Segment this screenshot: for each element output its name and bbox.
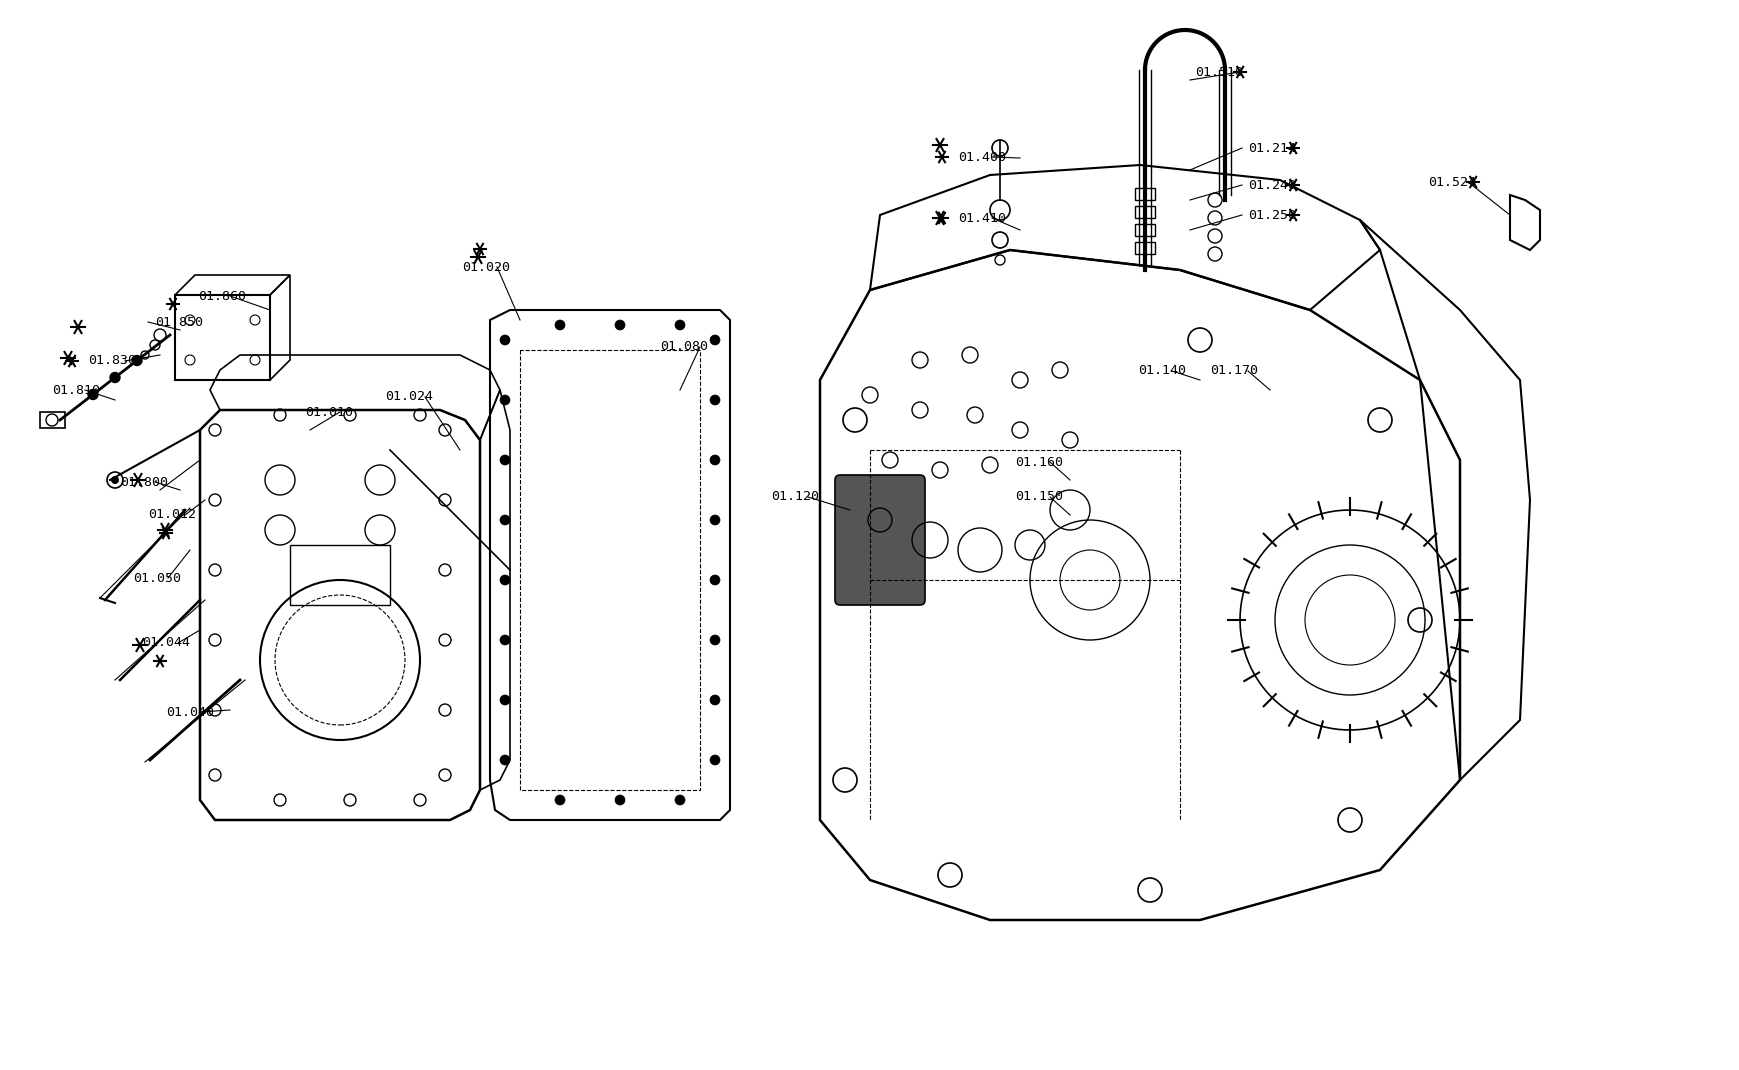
Text: 01.024: 01.024 [384, 391, 433, 403]
Text: 01.140: 01.140 [1137, 365, 1186, 378]
Circle shape [499, 455, 510, 465]
Text: 01.400: 01.400 [958, 151, 1005, 164]
Bar [1134, 188, 1155, 200]
Circle shape [110, 372, 120, 382]
Text: 01.020: 01.020 [463, 260, 510, 274]
Text: 01.012: 01.012 [148, 508, 197, 521]
Text: 01.010: 01.010 [304, 406, 353, 418]
Text: 01.150: 01.150 [1014, 490, 1063, 504]
Text: 01.240: 01.240 [1247, 179, 1296, 192]
Circle shape [614, 320, 624, 330]
Text: 01.510: 01.510 [1195, 65, 1242, 78]
Circle shape [710, 395, 720, 406]
Circle shape [499, 696, 510, 705]
Circle shape [132, 355, 143, 366]
Bar [290, 545, 390, 605]
Text: 01.830: 01.830 [89, 354, 136, 367]
Circle shape [710, 515, 720, 525]
Bar [1134, 224, 1155, 236]
Bar [176, 295, 270, 380]
Circle shape [710, 635, 720, 645]
Text: 01.040: 01.040 [165, 705, 214, 718]
Circle shape [710, 575, 720, 585]
Circle shape [499, 635, 510, 645]
Bar [1134, 242, 1155, 254]
Text: 01.080: 01.080 [659, 340, 708, 353]
Circle shape [710, 755, 720, 765]
Text: 01.524: 01.524 [1428, 175, 1475, 188]
Circle shape [499, 515, 510, 525]
Text: 01.800: 01.800 [120, 475, 169, 489]
Circle shape [499, 755, 510, 765]
Text: 01.044: 01.044 [143, 637, 190, 649]
Text: 01.214: 01.214 [1247, 141, 1296, 154]
Circle shape [89, 389, 97, 399]
Circle shape [614, 795, 624, 805]
Circle shape [555, 320, 565, 330]
Text: 01.160: 01.160 [1014, 456, 1063, 469]
Circle shape [710, 455, 720, 465]
Text: 01.170: 01.170 [1209, 365, 1257, 378]
Circle shape [111, 476, 118, 484]
Circle shape [499, 335, 510, 345]
Circle shape [675, 320, 685, 330]
Circle shape [710, 696, 720, 705]
Circle shape [675, 795, 685, 805]
Text: 01.850: 01.850 [155, 316, 203, 328]
Text: 01.810: 01.810 [52, 383, 99, 397]
Circle shape [555, 795, 565, 805]
FancyBboxPatch shape [835, 475, 925, 605]
Text: 01.860: 01.860 [198, 290, 245, 303]
Circle shape [499, 395, 510, 406]
Bar [1134, 207, 1155, 218]
Circle shape [710, 335, 720, 345]
Circle shape [499, 575, 510, 585]
Text: 01.410: 01.410 [958, 212, 1005, 225]
Text: 01.050: 01.050 [132, 571, 181, 584]
Text: 01.120: 01.120 [770, 490, 819, 504]
Text: 01.250: 01.250 [1247, 209, 1296, 221]
